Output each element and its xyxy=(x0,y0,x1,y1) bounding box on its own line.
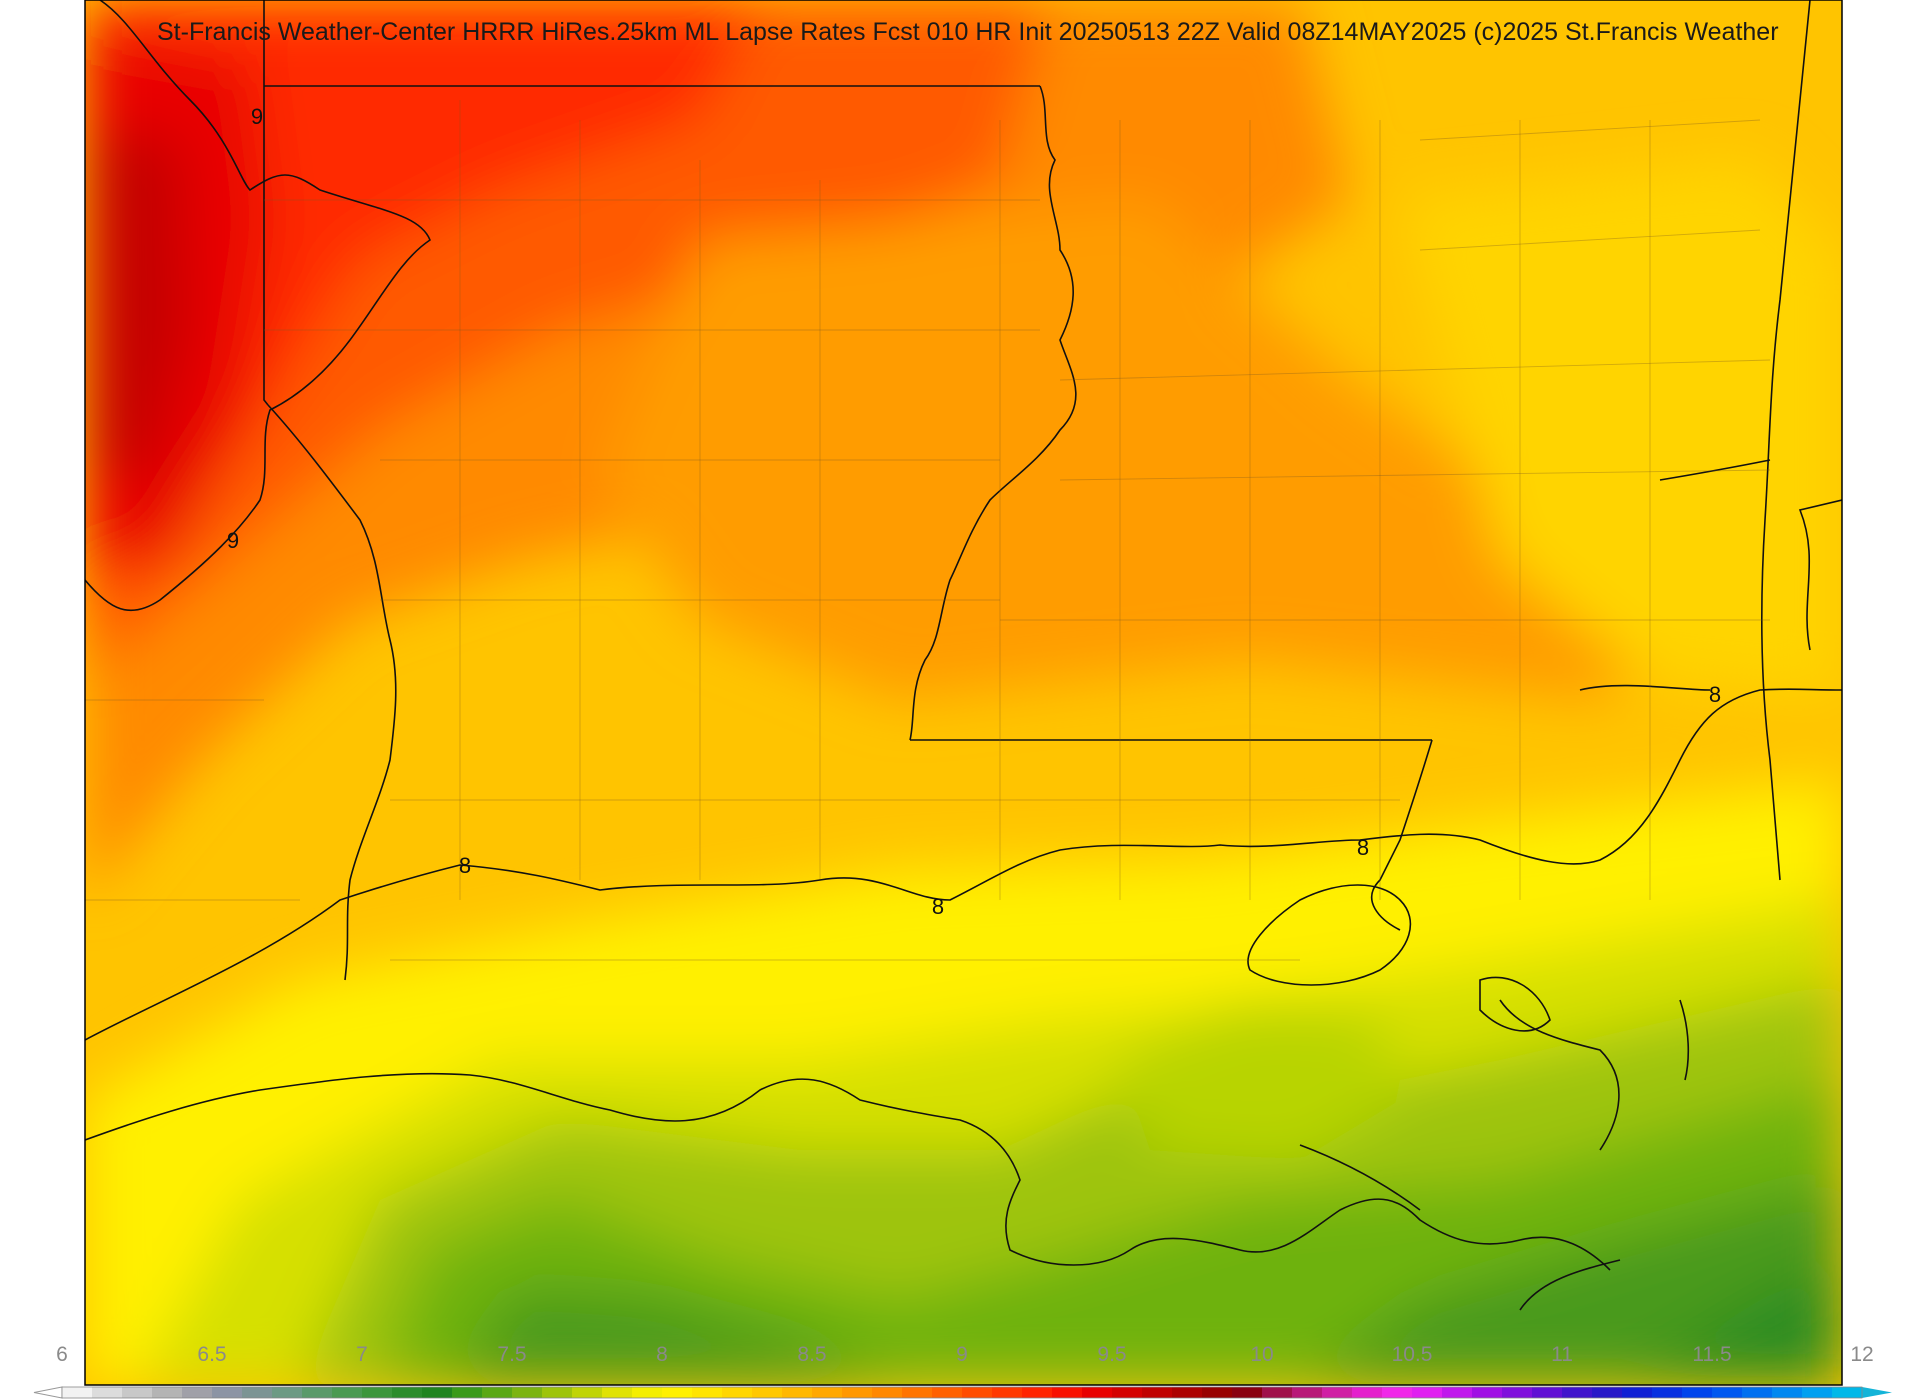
colorbar-swatch xyxy=(362,1387,393,1398)
colorbar-tick: 6 xyxy=(56,1343,68,1366)
colorbar-swatch xyxy=(1832,1387,1863,1398)
colorbar-min-arrow xyxy=(33,1386,63,1399)
colorbar-swatch xyxy=(542,1387,573,1398)
colorbar-swatch xyxy=(1202,1387,1233,1398)
colorbar-swatch xyxy=(572,1387,603,1398)
colorbar-swatch xyxy=(1412,1387,1443,1398)
plot-border xyxy=(84,0,1843,1386)
colorbar-swatch xyxy=(782,1387,813,1398)
colorbar-tick: 12 xyxy=(1850,1343,1874,1366)
colorbar-swatch xyxy=(812,1387,843,1398)
colorbar-swatch xyxy=(1442,1387,1473,1398)
state-boundaries xyxy=(263,0,1842,981)
colorbar-swatch xyxy=(1292,1387,1323,1398)
lapse-rate-shading xyxy=(85,0,1842,1385)
colorbar-swatch xyxy=(602,1387,633,1398)
colorbar-swatch xyxy=(272,1387,303,1398)
colorbar-tick: 11.5 xyxy=(1692,1343,1732,1366)
colorbar-tick: 9.5 xyxy=(1097,1343,1127,1366)
colorbar-swatch xyxy=(1622,1387,1653,1398)
county-lines xyxy=(85,100,1771,961)
colorbar-swatch xyxy=(1742,1387,1773,1398)
colorbar-swatch xyxy=(1352,1387,1383,1398)
colorbar-swatch xyxy=(302,1387,333,1398)
colorbar-swatch xyxy=(1592,1387,1623,1398)
colorbar-swatch xyxy=(182,1387,213,1398)
colorbar-swatch xyxy=(482,1387,513,1398)
colorbar-swatch xyxy=(1232,1387,1263,1398)
contour-labels: 9 9 8 8 8 8 xyxy=(227,104,1721,919)
colorbar-swatch xyxy=(752,1387,783,1398)
coastline xyxy=(85,884,1690,1311)
colorbar-swatch xyxy=(122,1387,153,1398)
colorbar-swatch xyxy=(212,1387,243,1398)
colorbar-tick: 7.5 xyxy=(497,1343,527,1366)
colorbar-tick: 10.5 xyxy=(1391,1343,1433,1366)
colorbar-tick: 8 xyxy=(656,1343,668,1366)
colorbar-swatch xyxy=(1562,1387,1593,1398)
colorbar-frame xyxy=(61,1386,1863,1399)
colorbar-swatch xyxy=(392,1387,423,1398)
contour-8-line xyxy=(85,688,1842,1041)
colorbar-swatch xyxy=(1772,1387,1803,1398)
contour-label: 8 xyxy=(1357,835,1369,860)
colorbar-swatch xyxy=(1082,1387,1113,1398)
colorbar-swatch xyxy=(1652,1387,1683,1398)
colorbar-swatch xyxy=(902,1387,933,1398)
colorbar-swatch xyxy=(1802,1387,1833,1398)
colorbar-swatch xyxy=(332,1387,363,1398)
colorbar-swatch xyxy=(512,1387,543,1398)
contour-label: 8 xyxy=(1709,682,1721,707)
colorbar-tick: 7 xyxy=(356,1343,368,1366)
colorbar-swatch xyxy=(242,1387,273,1398)
map-title: St-Francis Weather-Center HRRR HiRes.25k… xyxy=(157,18,1779,46)
colorbar-swatch xyxy=(62,1387,93,1398)
colorbar-swatch xyxy=(452,1387,483,1398)
colorbar-swatch xyxy=(1322,1387,1353,1398)
colorbar-swatch xyxy=(662,1387,693,1398)
colorbar-swatch xyxy=(1022,1387,1053,1398)
contour-lines xyxy=(85,0,1842,1041)
colorbar-swatch xyxy=(1262,1387,1293,1398)
colorbar-swatch xyxy=(872,1387,903,1398)
colorbar-swatch xyxy=(92,1387,123,1398)
colorbar-swatch xyxy=(992,1387,1023,1398)
colorbar-swatch xyxy=(1472,1387,1503,1398)
colorbar-tick: 6.5 xyxy=(197,1343,227,1366)
colorbar-swatch xyxy=(422,1387,453,1398)
colorbar-swatch xyxy=(692,1387,723,1398)
colorbar-max-arrow xyxy=(1862,1387,1892,1398)
contour-label: 9 xyxy=(251,104,263,129)
colorbar-swatch xyxy=(1532,1387,1563,1398)
colorbar-tick: 10 xyxy=(1250,1343,1274,1366)
contour-9-line xyxy=(85,0,431,612)
colorbar-swatch xyxy=(1172,1387,1203,1398)
contour-label: 8 xyxy=(932,894,944,919)
colorbar-swatch xyxy=(842,1387,873,1398)
colorbar-swatch xyxy=(1052,1387,1083,1398)
colorbar-swatch xyxy=(1502,1387,1533,1398)
contour-label: 8 xyxy=(459,853,471,878)
colorbar-tick: 9 xyxy=(956,1343,968,1366)
colorbar-swatch xyxy=(1682,1387,1713,1398)
colorbar-swatch xyxy=(1382,1387,1413,1398)
colorbar-tick: 8.5 xyxy=(797,1343,827,1366)
colorbar-swatch xyxy=(932,1387,963,1398)
colorbar-swatch xyxy=(1712,1387,1743,1398)
colorbar xyxy=(33,1386,1892,1399)
colorbar-swatch xyxy=(152,1387,183,1398)
colorbar-swatch xyxy=(1112,1387,1143,1398)
contour-label: 9 xyxy=(227,528,239,553)
colorbar-swatch xyxy=(722,1387,753,1398)
colorbar-swatch xyxy=(632,1387,663,1398)
colorbar-swatch xyxy=(1142,1387,1173,1398)
colorbar-swatch xyxy=(962,1387,993,1398)
colorbar-tick: 11 xyxy=(1551,1343,1573,1366)
